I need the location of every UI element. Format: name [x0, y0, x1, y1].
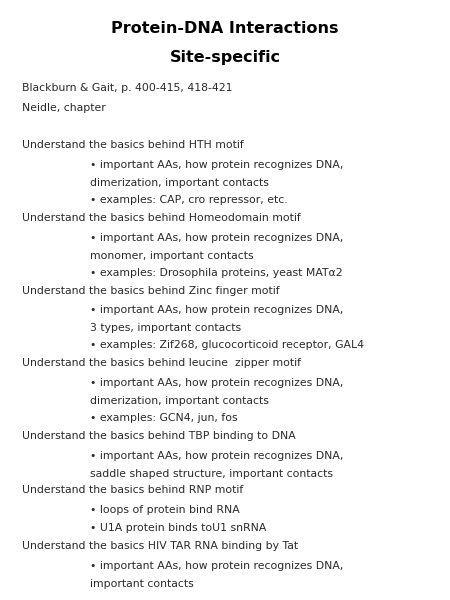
Text: Protein-DNA Interactions: Protein-DNA Interactions [111, 21, 339, 36]
Text: • examples: GCN4, jun, fos: • examples: GCN4, jun, fos [90, 413, 238, 423]
Text: • important AAs, how protein recognizes DNA,: • important AAs, how protein recognizes … [90, 378, 343, 388]
Text: dimerization, important contacts: dimerization, important contacts [90, 178, 269, 188]
Text: Understand the basics HIV TAR RNA binding by Tat: Understand the basics HIV TAR RNA bindin… [22, 541, 299, 551]
Text: Understand the basics behind TBP binding to DNA: Understand the basics behind TBP binding… [22, 431, 296, 441]
Text: • loops of protein bind RNA: • loops of protein bind RNA [90, 505, 240, 515]
Text: • U1A protein binds toU1 snRNA: • U1A protein binds toU1 snRNA [90, 523, 266, 533]
Text: • important AAs, how protein recognizes DNA,: • important AAs, how protein recognizes … [90, 305, 343, 316]
Text: Site-specific: Site-specific [170, 50, 280, 65]
Text: important contacts: important contacts [90, 579, 194, 589]
Text: • important AAs, how protein recognizes DNA,: • important AAs, how protein recognizes … [90, 233, 343, 243]
Text: saddle shaped structure, important contacts: saddle shaped structure, important conta… [90, 469, 333, 479]
Text: monomer, important contacts: monomer, important contacts [90, 251, 254, 261]
Text: Blackburn & Gait, p. 400-415, 418-421: Blackburn & Gait, p. 400-415, 418-421 [22, 83, 233, 93]
Text: Understand the basics behind HTH motif: Understand the basics behind HTH motif [22, 140, 244, 151]
Text: • important AAs, how protein recognizes DNA,: • important AAs, how protein recognizes … [90, 561, 343, 571]
Text: Understand the basics behind RNP motif: Understand the basics behind RNP motif [22, 485, 244, 496]
Text: dimerization, important contacts: dimerization, important contacts [90, 396, 269, 406]
Text: • important AAs, how protein recognizes DNA,: • important AAs, how protein recognizes … [90, 451, 343, 461]
Text: • examples: Drosophila proteins, yeast MATα2: • examples: Drosophila proteins, yeast M… [90, 268, 342, 278]
Text: Understand the basics behind Zinc finger motif: Understand the basics behind Zinc finger… [22, 286, 280, 296]
Text: • examples: CAP, cro repressor, etc.: • examples: CAP, cro repressor, etc. [90, 195, 288, 205]
Text: • important AAs, how protein recognizes DNA,: • important AAs, how protein recognizes … [90, 160, 343, 170]
Text: 3 types, important contacts: 3 types, important contacts [90, 323, 241, 334]
Text: • examples: Zif268, glucocorticoid receptor, GAL4: • examples: Zif268, glucocorticoid recep… [90, 340, 364, 350]
Text: Neidle, chapter: Neidle, chapter [22, 103, 106, 113]
Text: Understand the basics behind Homeodomain motif: Understand the basics behind Homeodomain… [22, 213, 301, 223]
Text: Understand the basics behind leucine  zipper motif: Understand the basics behind leucine zip… [22, 358, 302, 368]
